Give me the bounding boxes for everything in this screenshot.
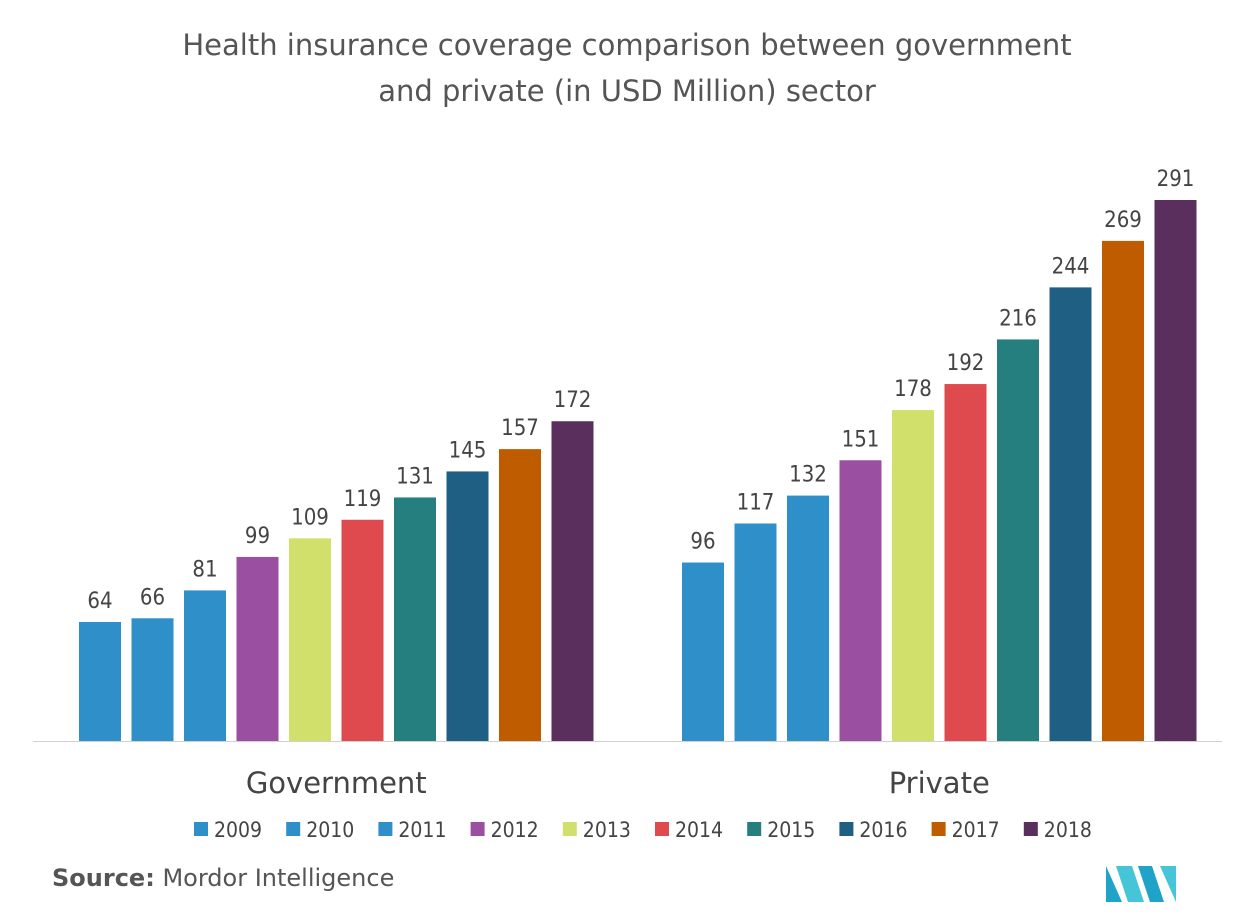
bar-government-2015 <box>394 497 436 741</box>
bar-government-2012 <box>236 556 279 741</box>
legend-label-2016: 2016 <box>859 818 907 842</box>
legend-label-2013: 2013 <box>583 818 631 842</box>
data-label-government-2014: 119 <box>344 487 382 512</box>
data-label-government-2018: 172 <box>554 388 592 413</box>
bar-private-2011 <box>787 495 829 741</box>
legend-label-2018: 2018 <box>1044 818 1092 842</box>
bar-private-2012 <box>839 460 882 741</box>
legend-swatch-2012 <box>470 822 485 836</box>
legend-swatch-2009 <box>194 822 208 836</box>
bar-government-2013 <box>289 538 331 741</box>
data-label-private-2014: 192 <box>947 351 985 376</box>
data-label-private-2012: 151 <box>842 427 880 452</box>
chart-title: Health insurance coverage comparison bet… <box>0 22 1254 114</box>
bar-private-2015 <box>997 339 1039 741</box>
bar-government-2009 <box>79 622 121 741</box>
bar-private-2009 <box>682 562 724 741</box>
data-label-private-2013: 178 <box>894 377 932 402</box>
bar-government-2010 <box>131 618 174 741</box>
bar-private-2018 <box>1154 200 1197 741</box>
legend-label-2012: 2012 <box>491 818 539 842</box>
data-label-private-2015: 216 <box>999 306 1037 331</box>
source-label: Source: <box>52 864 155 892</box>
bar-private-2014 <box>944 384 987 741</box>
chart-title-line-1: Health insurance coverage comparison bet… <box>182 28 1072 62</box>
bar-government-2011 <box>184 590 226 741</box>
legend-swatch-2016 <box>839 822 854 836</box>
data-label-government-2013: 109 <box>291 505 329 530</box>
legend-swatch-2018 <box>1023 822 1038 836</box>
source-note: Source: Mordor Intelligence <box>52 864 394 892</box>
legend-label-2009: 2009 <box>214 818 262 842</box>
data-label-private-2011: 132 <box>789 463 827 488</box>
category-label-government: Government <box>246 766 427 800</box>
bar-private-2013 <box>892 410 934 741</box>
bar-private-2016 <box>1049 287 1092 741</box>
legend-label-2017: 2017 <box>952 818 1000 842</box>
bar-private-2010 <box>734 523 777 741</box>
data-label-private-2018: 291 <box>1157 167 1195 192</box>
legend-swatch-2014 <box>655 822 669 836</box>
data-label-private-2017: 269 <box>1104 208 1142 233</box>
bar-private-2017 <box>1102 240 1144 742</box>
legend-swatch-2017 <box>931 822 946 836</box>
data-label-government-2015: 131 <box>396 464 434 489</box>
legend-swatch-2015 <box>747 822 762 836</box>
chart-title-line-2: and private (in USD Million) sector <box>378 74 876 108</box>
legend-swatch-2013 <box>562 822 577 836</box>
bar-government-2017 <box>499 449 541 741</box>
data-label-private-2009: 96 <box>690 530 715 555</box>
data-label-private-2016: 244 <box>1052 254 1090 279</box>
data-label-government-2017: 157 <box>501 416 539 441</box>
data-label-government-2010: 66 <box>140 585 165 610</box>
bar-government-2014 <box>341 519 384 741</box>
legend-label-2011: 2011 <box>398 818 446 842</box>
data-label-government-2012: 99 <box>245 524 270 549</box>
data-label-private-2010: 117 <box>737 490 775 515</box>
data-label-government-2009: 64 <box>87 589 112 614</box>
category-label-private: Private <box>889 766 990 800</box>
legend-swatch-2011 <box>378 822 393 836</box>
source-text: Mordor Intelligence <box>162 864 395 892</box>
bar-government-2016 <box>446 471 489 741</box>
legend-label-2014: 2014 <box>675 818 723 842</box>
bar-government-2018 <box>551 421 594 741</box>
legend-label-2010: 2010 <box>306 818 354 842</box>
data-label-government-2011: 81 <box>192 557 217 582</box>
data-label-government-2016: 145 <box>449 438 487 463</box>
legend-swatch-2010 <box>286 822 301 836</box>
legend-label-2015: 2015 <box>767 818 815 842</box>
mordor-intelligence-logo-icon <box>1106 866 1176 902</box>
